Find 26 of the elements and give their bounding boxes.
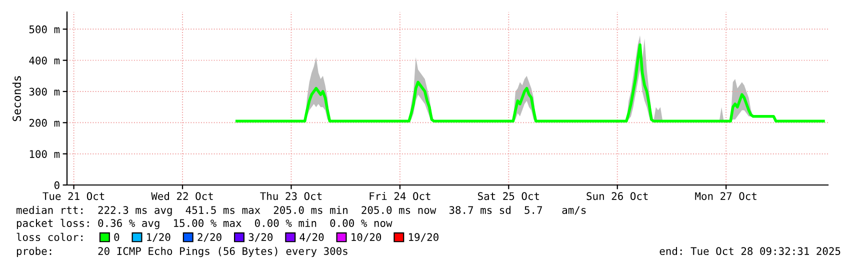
y-tick-label: 400 m <box>29 56 60 64</box>
x-tick-label: Tue 21 Oct <box>42 192 104 200</box>
legend-label: 0 <box>114 233 120 242</box>
legend-label: 1/20 <box>147 233 170 242</box>
y-tick-label: 300 m <box>29 88 60 96</box>
text: median rtt: 222.3 ms avg 451.5 ms max 205.0 ms min 205.0 ms now 38.7 ms sd 5.7 am/s <box>16 206 586 216</box>
x-tick-label: Sat 25 Oct <box>478 192 539 200</box>
y-tick-label: 500 m <box>29 25 60 34</box>
x-tick-label: Fri 24 Oct <box>370 192 430 200</box>
y-tick-label: 100 m <box>30 150 60 158</box>
legend-label: 4/20 <box>300 233 324 242</box>
legend-label: 3/20 <box>248 233 273 242</box>
y-tick-label: 200 m <box>29 118 60 127</box>
legend-title: loss color: <box>16 232 82 242</box>
text: end: Tue Oct 28 09:32:31 2025 <box>660 246 840 256</box>
y-axis-title: Seconds <box>12 76 21 122</box>
x-tick-label: Thu 23 Oct <box>260 192 322 200</box>
x-tick-label: Wed 22 Oct <box>151 192 213 200</box>
text: probe: 20 ICMP Echo Pings (56 Bytes) every 300s <box>16 246 348 258</box>
legend-label: 2/20 <box>198 233 222 242</box>
y-tick-label: 0 <box>54 181 60 190</box>
text: packet loss: 0.36 % avg 15.00 % max 0.00 % min 0.00 % now <box>16 218 392 230</box>
x-tick-label: Mon 27 Oct <box>695 192 756 200</box>
x-tick-label: Sun 26 Oct <box>586 192 648 200</box>
legend-label: 10/20 <box>352 233 382 242</box>
legend-label: 19/20 <box>409 233 438 242</box>
